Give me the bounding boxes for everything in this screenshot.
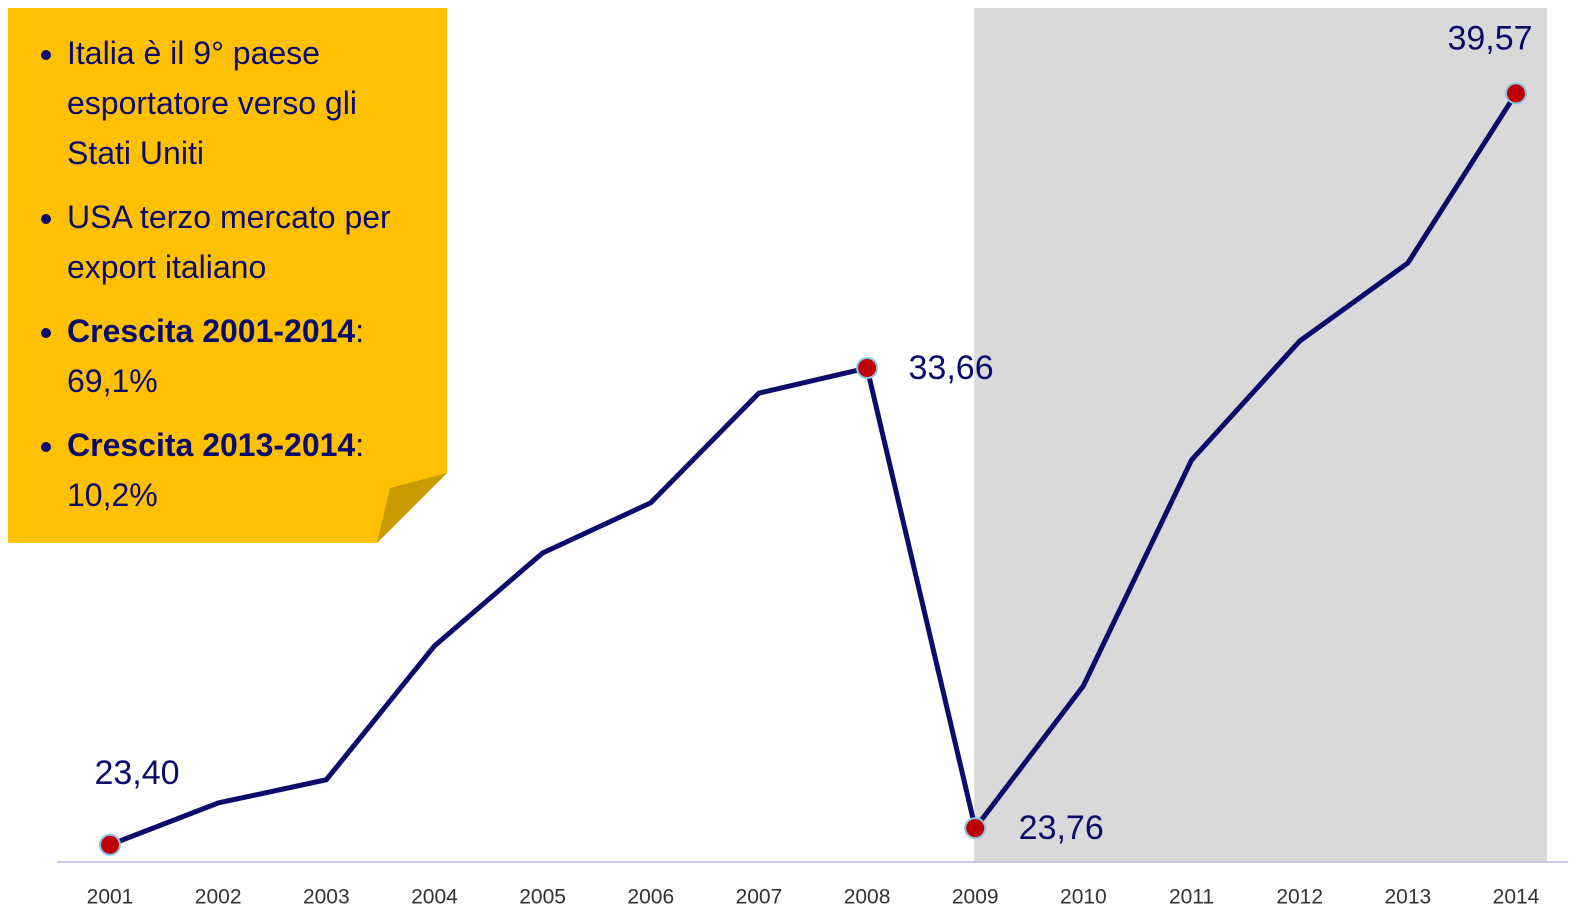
- note-box: [8, 8, 447, 543]
- x-tick-label: 2001: [87, 886, 134, 909]
- bullet-bold: Crescita 2001-2014: [67, 313, 356, 349]
- bullet-text: Italia è il 9° paese esportatore verso g…: [67, 35, 357, 171]
- x-tick-label: 2014: [1493, 886, 1540, 909]
- x-tick-label: 2010: [1060, 886, 1107, 909]
- x-tick-label: 2009: [952, 886, 999, 909]
- line: [109, 92, 1519, 848]
- bullet-text: : 10,2%: [67, 427, 365, 513]
- data-label: 39,57: [1447, 19, 1532, 57]
- bullet: Italia è il 9° paese esportatore verso g…: [67, 28, 420, 178]
- marker: [856, 357, 879, 380]
- bullet: Crescita 2001-2014: 69,1%: [67, 306, 420, 406]
- x-tick-label: 2002: [195, 886, 242, 909]
- marker: [99, 833, 121, 856]
- x-tick-label: 2006: [627, 886, 674, 909]
- note: Italia è il 9° paese esportatore verso g…: [30, 28, 420, 534]
- bullet-bold: Crescita 2013-2014: [67, 427, 356, 463]
- x-tick-label: 2008: [844, 886, 891, 909]
- bullet-text: USA terzo mercato per export italiano: [67, 199, 391, 285]
- bullet: Crescita 2013-2014: 10,2%: [67, 420, 420, 520]
- highlight-band: [974, 8, 1547, 862]
- data-label: 33,66: [909, 349, 994, 387]
- x-tick-label: 2004: [411, 886, 458, 909]
- x-tick-label: 2005: [519, 886, 566, 909]
- x-tick-label: 2013: [1384, 886, 1431, 909]
- note-fold: [377, 473, 447, 543]
- data-label: 23,76: [1019, 809, 1104, 847]
- bullet-text: : 69,1%: [67, 313, 365, 399]
- marker: [964, 817, 987, 840]
- x-tick-label: 2003: [303, 886, 350, 909]
- x-tick-label: 2011: [1169, 886, 1214, 909]
- data-label: 23,40: [94, 754, 179, 792]
- x-tick-label: 2007: [736, 886, 783, 909]
- bullet-list: Italia è il 9° paese esportatore verso g…: [30, 28, 420, 520]
- marker: [1505, 82, 1527, 105]
- bullet: USA terzo mercato per export italiano: [67, 192, 420, 292]
- x-tick-label: 2012: [1276, 886, 1323, 909]
